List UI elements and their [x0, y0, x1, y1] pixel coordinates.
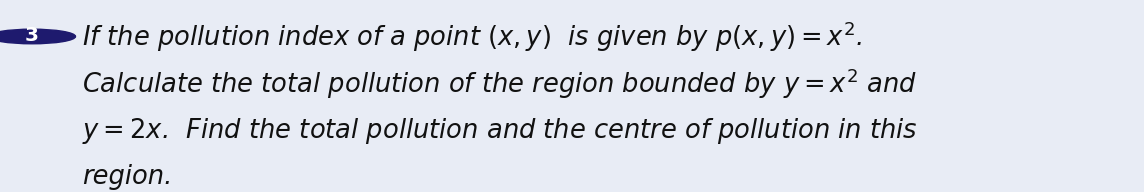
Text: 3: 3 — [25, 26, 39, 45]
Circle shape — [0, 29, 76, 44]
Text: Calculate the total pollution of the region bounded by $y = x^2$ and: Calculate the total pollution of the reg… — [82, 66, 917, 101]
Text: If the pollution index of a point $(x, y)$  is given by $p(x, y) = x^2$.: If the pollution index of a point $(x, y… — [82, 19, 863, 54]
Text: $y = 2x$.  Find the total pollution and the centre of pollution in this: $y = 2x$. Find the total pollution and t… — [82, 116, 917, 146]
Text: region.: region. — [82, 164, 173, 190]
